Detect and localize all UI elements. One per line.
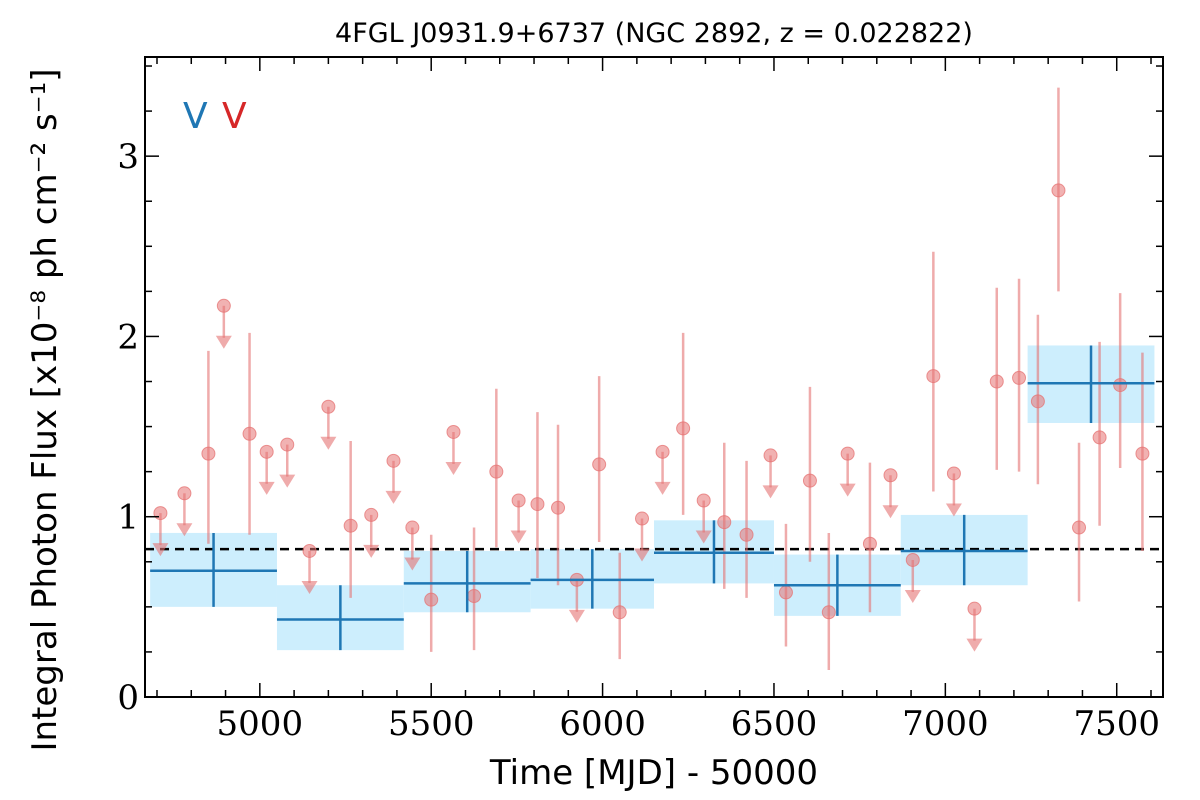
- upper-limit-arrow: [215, 335, 232, 349]
- upper-limit-point: [153, 506, 168, 521]
- upper-limit-arrow: [634, 548, 651, 562]
- upper-limit-point: [511, 493, 526, 508]
- data-point: [489, 464, 504, 479]
- x-tick-label: 7500: [1073, 704, 1160, 744]
- data-point: [1135, 446, 1150, 461]
- y-axis-label: Integral Photon Flux [x10⁻⁸ ph cm⁻² s⁻¹]: [25, 68, 65, 751]
- upper-limit-arrow: [882, 505, 899, 519]
- y-tick-label: 1: [117, 498, 139, 538]
- upper-limit-arrow: [152, 543, 169, 557]
- legend-label-blue: V: [183, 96, 208, 137]
- data-point: [201, 446, 216, 461]
- upper-limit-arrow: [301, 580, 318, 594]
- x-tick-label: 5500: [388, 704, 475, 744]
- data-point: [1072, 520, 1087, 535]
- upper-limit-point: [840, 446, 855, 461]
- x-tick-label: 6500: [731, 704, 818, 744]
- data-point: [989, 374, 1004, 389]
- upper-limit-arrow: [363, 544, 380, 558]
- data-point: [1012, 370, 1027, 385]
- data-point: [1113, 378, 1128, 393]
- upper-limit-arrow: [654, 481, 671, 495]
- upper-limit-arrow: [445, 461, 462, 475]
- upper-limit-arrow: [258, 481, 275, 495]
- chart-title: 4FGL J0931.9+6737 (NGC 2892, z = 0.02282…: [335, 18, 973, 49]
- upper-limit-arrow: [385, 490, 402, 504]
- upper-limit-point: [946, 466, 961, 481]
- data-point: [612, 605, 627, 620]
- upper-limit-point: [655, 444, 670, 459]
- data-point: [343, 518, 358, 533]
- plot-area: 5000 5500 6000 6500 7000 7500 0 1 2 3: [117, 56, 1164, 744]
- upper-limit-point: [302, 543, 317, 558]
- data-point: [926, 369, 941, 384]
- upper-limit-point: [635, 511, 650, 526]
- data-point: [821, 605, 836, 620]
- y-tick-label: 0: [117, 678, 139, 718]
- upper-limit-arrow: [695, 530, 712, 544]
- upper-limit-point: [967, 601, 982, 616]
- plot-frame: [144, 56, 1164, 698]
- y-tick-label: 3: [117, 137, 139, 177]
- upper-limit-point: [763, 448, 778, 463]
- upper-limit-point: [386, 453, 401, 468]
- x-axis-label: Time [MJD] - 50000: [489, 753, 818, 793]
- data-point: [530, 497, 545, 512]
- y-tick-label: 2: [117, 317, 139, 357]
- upper-limit-point: [405, 520, 420, 535]
- data-point: [424, 592, 439, 607]
- data-point: [467, 589, 482, 604]
- data-point: [778, 585, 793, 600]
- upper-limit-arrow: [904, 589, 921, 603]
- upper-limit-arrow: [510, 530, 527, 544]
- upper-limit-point: [446, 424, 461, 439]
- data-point: [1092, 430, 1107, 445]
- upper-limit-arrow: [404, 557, 421, 571]
- x-tick-label: 6000: [559, 704, 646, 744]
- x-tick-label: 7000: [902, 704, 989, 744]
- data-point: [739, 527, 754, 542]
- upper-limit-arrow: [762, 485, 779, 499]
- upper-limit-point: [905, 552, 920, 567]
- upper-limit-arrow: [839, 483, 856, 497]
- data-point: [1051, 183, 1066, 198]
- data-point: [1030, 394, 1045, 409]
- upper-limit-point: [259, 444, 274, 459]
- data-point: [717, 515, 732, 530]
- upper-limit-point: [364, 507, 379, 522]
- upper-limit-arrow: [176, 523, 193, 537]
- data-point: [592, 457, 607, 472]
- data-point: [242, 426, 257, 441]
- x-tick-label: 5000: [217, 704, 304, 744]
- data-point: [862, 536, 877, 551]
- upper-limit-point: [321, 399, 336, 414]
- upper-limit-arrow: [966, 638, 983, 652]
- upper-limit-arrow: [945, 503, 962, 517]
- upper-limit-point: [696, 493, 711, 508]
- upper-limit-point: [177, 486, 192, 501]
- data-point: [551, 500, 566, 515]
- upper-limit-point: [883, 468, 898, 483]
- upper-limit-arrow: [568, 609, 585, 623]
- upper-limit-arrow: [320, 436, 337, 450]
- data-point: [676, 421, 691, 436]
- upper-limit-point: [280, 437, 295, 452]
- upper-limit-arrow: [279, 474, 296, 488]
- legend-label-red: V: [222, 96, 247, 137]
- data-point: [802, 473, 817, 488]
- upper-limit-point: [216, 298, 231, 313]
